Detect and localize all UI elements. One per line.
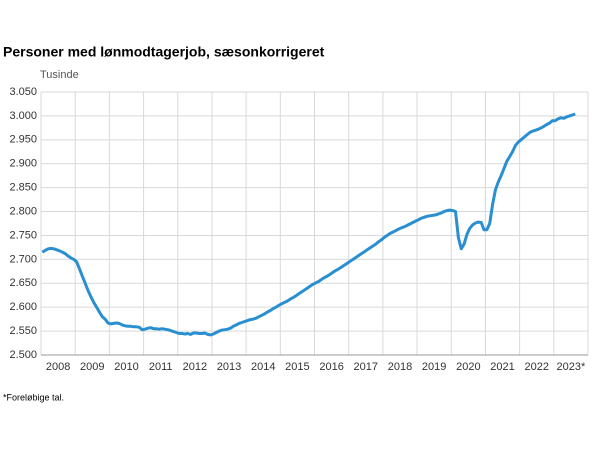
x-tick-label: 2012 <box>183 361 207 373</box>
footnote: *Foreløbige tal. <box>3 392 64 402</box>
y-tick-label: 2.600 <box>9 301 37 313</box>
x-tick-label: 2013 <box>217 361 241 373</box>
x-tick-label: 2015 <box>285 361 309 373</box>
y-axis-label: Tusinde <box>40 69 79 81</box>
x-tick-label: 2021 <box>490 361 514 373</box>
y-tick-label: 2.900 <box>9 158 37 170</box>
x-tick-label: 2008 <box>46 361 70 373</box>
chart-title: Personer med lønmodtagerjob, sæsonkorrig… <box>3 44 325 60</box>
y-tick-label: 2.800 <box>9 205 37 217</box>
x-tick-label: 2018 <box>388 361 412 373</box>
y-tick-label: 3.000 <box>9 110 37 122</box>
y-tick-label: 2.500 <box>9 349 37 361</box>
x-tick-label: 2009 <box>80 361 104 373</box>
x-tick-label: 2023* <box>557 361 586 373</box>
y-tick-label: 2.850 <box>9 182 37 194</box>
x-tick-label: 2022 <box>524 361 548 373</box>
x-tick-label: 2016 <box>319 361 343 373</box>
y-tick-label: 2.650 <box>9 277 37 289</box>
x-tick-label: 2017 <box>354 361 378 373</box>
y-tick-label: 2.700 <box>9 253 37 265</box>
x-tick-label: 2010 <box>114 361 138 373</box>
y-tick-label: 2.750 <box>9 229 37 241</box>
x-tick-label: 2019 <box>422 361 446 373</box>
x-tick-label: 2020 <box>456 361 480 373</box>
x-tick-label: 2014 <box>251 361 275 373</box>
y-tick-label: 3.050 <box>9 86 37 98</box>
y-tick-label: 2.550 <box>9 325 37 337</box>
y-tick-label: 2.950 <box>9 134 37 146</box>
x-tick-label: 2011 <box>149 361 173 373</box>
data-line <box>41 112 576 337</box>
